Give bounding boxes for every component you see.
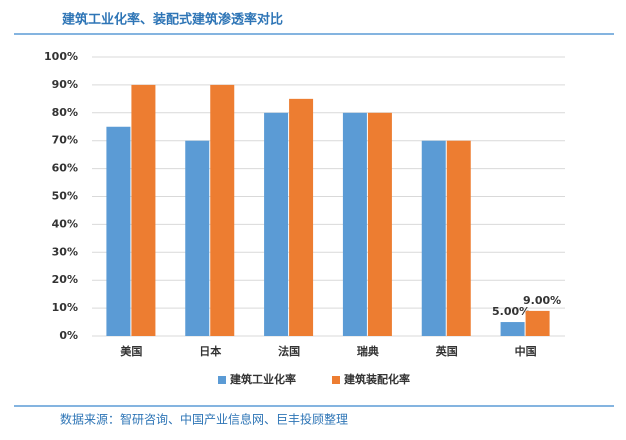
bar: [342, 112, 367, 336]
y-tick-label: 50%: [52, 190, 78, 203]
x-tick-label: 中国: [515, 344, 537, 358]
y-tick-label: 30%: [52, 245, 78, 258]
y-tick-label: 0%: [59, 329, 78, 342]
chart-title: 建筑工业化率、装配式建筑渗透率对比: [62, 12, 283, 28]
bar: [289, 98, 314, 336]
legend-label: 建筑工业化率: [230, 372, 296, 386]
x-tick-label: 日本: [199, 344, 221, 358]
y-tick-label: 60%: [52, 162, 78, 175]
x-tick-label: 瑞典: [357, 344, 379, 358]
y-tick-label: 100%: [44, 50, 78, 63]
data-label: 5.00%: [492, 305, 530, 318]
bar: [446, 140, 471, 336]
data-label: 9.00%: [523, 294, 561, 307]
bar: [131, 84, 156, 337]
legend-swatch: [332, 376, 340, 384]
x-tick-label: 英国: [435, 344, 458, 358]
bar: [106, 126, 131, 336]
legend-swatch: [218, 376, 226, 384]
bar: [421, 140, 446, 336]
bar: [500, 322, 525, 336]
y-tick-label: 10%: [52, 301, 78, 314]
legend-label: 建筑装配化率: [344, 372, 410, 386]
bar: [210, 84, 235, 337]
source-note: 数据来源：智研咨询、中国产业信息网、巨丰投顾整理: [60, 412, 348, 427]
y-tick-label: 80%: [52, 106, 78, 119]
x-tick-label: 美国: [120, 344, 142, 358]
bar: [185, 140, 210, 336]
y-tick-label: 20%: [52, 273, 78, 286]
bar: [525, 310, 550, 336]
y-tick-label: 70%: [52, 134, 78, 147]
y-tick-label: 90%: [52, 78, 78, 91]
y-tick-label: 40%: [52, 217, 78, 230]
bar: [367, 112, 392, 336]
x-tick-label: 法国: [278, 344, 300, 358]
bar: [264, 112, 289, 336]
